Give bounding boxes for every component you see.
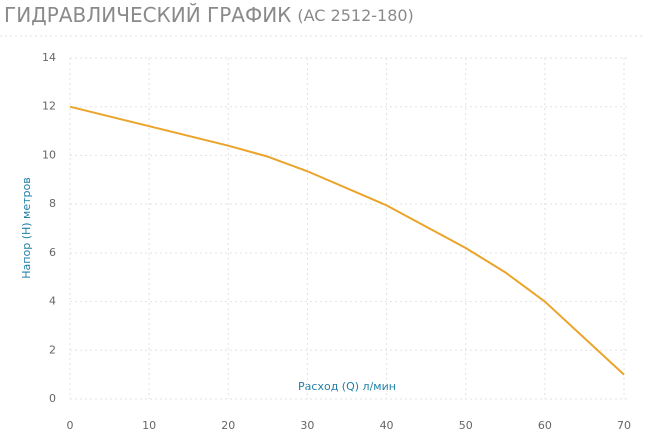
y-tick-label: 4 bbox=[49, 295, 56, 308]
x-tick-label: 60 bbox=[538, 419, 552, 432]
x-tick-label: 50 bbox=[459, 419, 473, 432]
x-tick-label: 40 bbox=[380, 419, 394, 432]
x-tick-label: 70 bbox=[617, 419, 631, 432]
title: ГИДРАВЛИЧЕСКИЙ ГРАФИК bbox=[4, 3, 291, 27]
x-tick-label: 20 bbox=[221, 419, 235, 432]
x-tick-label: 30 bbox=[300, 419, 314, 432]
x-tick-label: 10 bbox=[142, 419, 156, 432]
x-axis-label: Расход (Q) л/мин bbox=[298, 380, 396, 393]
y-tick-label: 10 bbox=[42, 148, 56, 161]
y-tick-label: 8 bbox=[49, 197, 56, 210]
y-axis-label: Напор (H) метров bbox=[20, 177, 33, 278]
line bbox=[69, 105, 625, 376]
y-tick-label: 12 bbox=[42, 100, 56, 113]
chart-title: ГИДРАВЛИЧЕСКИЙ ГРАФИК (AC 2512-180) bbox=[4, 3, 414, 27]
y-tick-label: 14 bbox=[42, 51, 56, 64]
y-tick-label: 6 bbox=[49, 246, 56, 259]
y-tick-label: 2 bbox=[49, 343, 56, 356]
subtitle: (AC 2512-180) bbox=[297, 6, 413, 25]
y-tick-label: 0 bbox=[49, 392, 56, 405]
x-tick-label: 0 bbox=[67, 419, 74, 432]
